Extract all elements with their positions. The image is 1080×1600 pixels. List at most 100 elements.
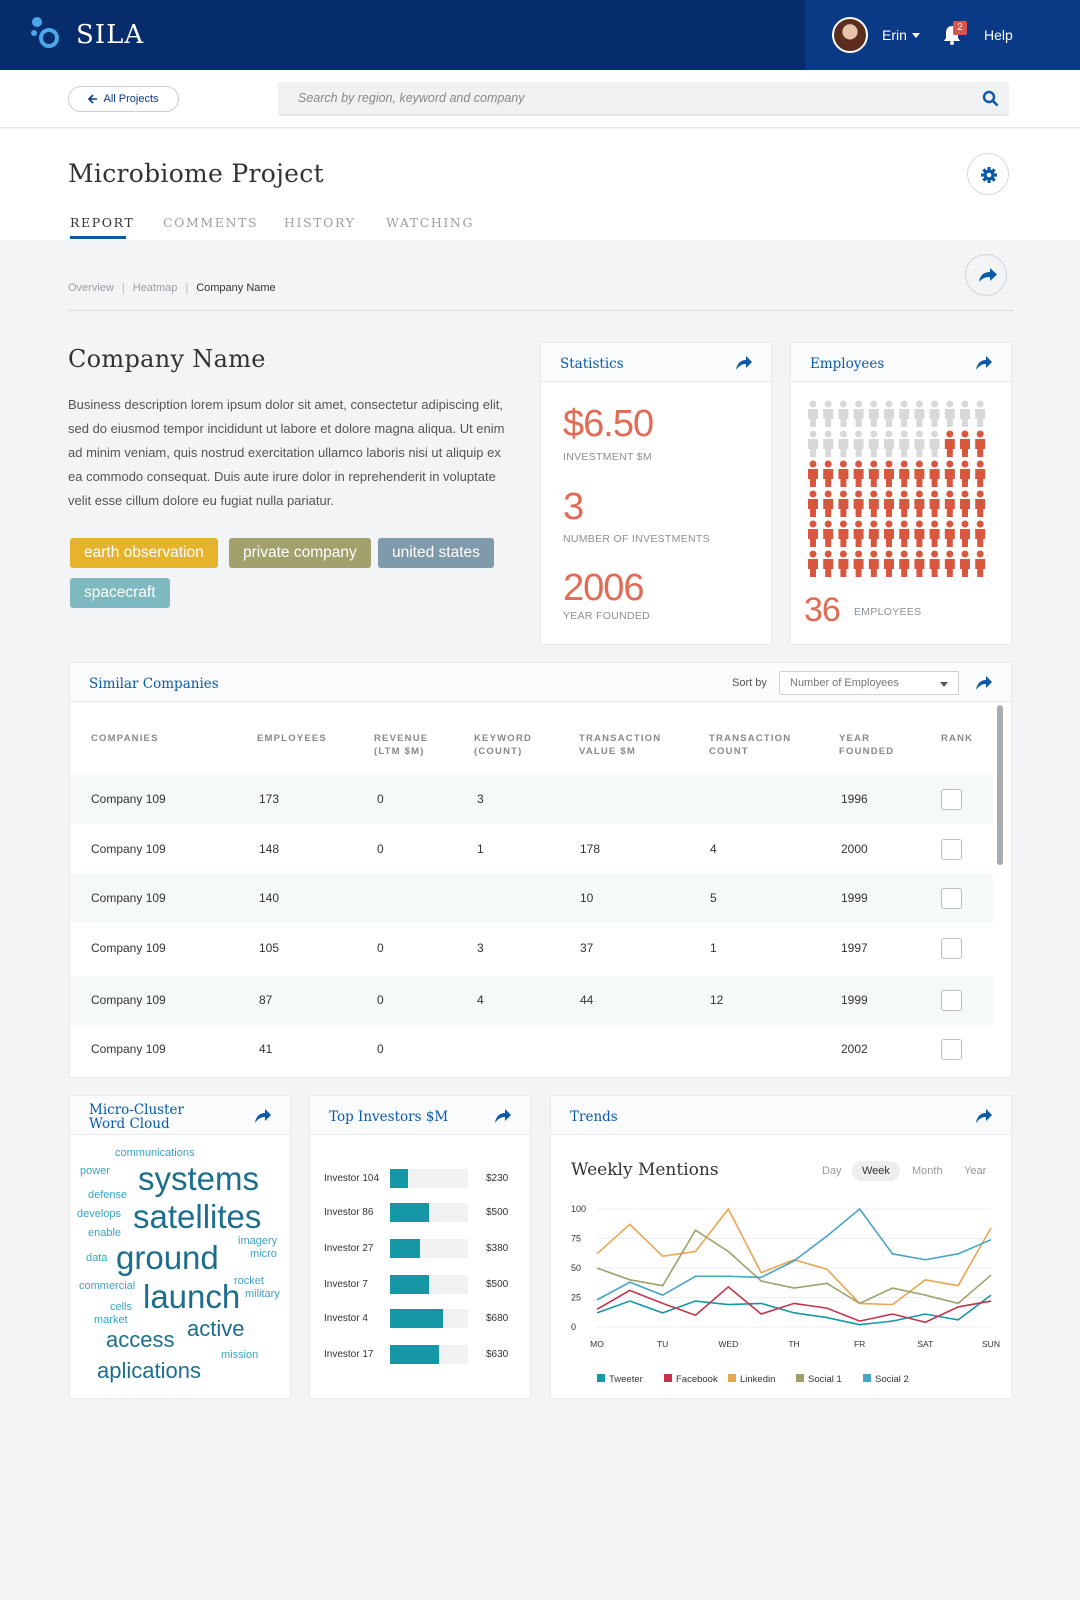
share-icon[interactable]	[494, 1108, 512, 1124]
col-keyword[interactable]: KEYWORD (COUNT)	[474, 733, 533, 757]
range-week[interactable]: Week	[852, 1161, 900, 1181]
rank-checkbox[interactable]	[941, 1039, 962, 1060]
series-line-linkedin[interactable]	[596, 1207, 992, 1306]
range-month[interactable]: Month	[912, 1165, 943, 1177]
sort-select[interactable]: Number of Employees	[779, 671, 959, 695]
company-link[interactable]: Company 109	[91, 842, 166, 856]
card-title: Employees	[810, 356, 885, 372]
table-scrollbar[interactable]	[997, 705, 1003, 865]
series-line-facebook[interactable]	[596, 1285, 992, 1324]
card-title: Trends	[570, 1109, 618, 1125]
word[interactable]: data	[86, 1252, 108, 1264]
table-row[interactable]: Company 109 140 10 5 1999	[70, 874, 993, 923]
all-projects-button[interactable]: All Projects	[68, 86, 179, 112]
word[interactable]: cells	[110, 1301, 133, 1313]
share-icon[interactable]	[975, 675, 993, 691]
rank-checkbox[interactable]	[941, 888, 962, 909]
app-name[interactable]: SILA	[76, 20, 145, 50]
col-year-founded[interactable]: YEAR FOUNDED	[839, 733, 895, 757]
person-icon	[808, 550, 818, 577]
word[interactable]: systems	[138, 1160, 260, 1197]
settings-button[interactable]	[967, 153, 1009, 195]
help-link[interactable]: Help	[984, 27, 1013, 43]
word[interactable]: enable	[88, 1227, 122, 1239]
sila-logo-icon[interactable]	[28, 14, 68, 54]
word[interactable]: military	[245, 1288, 280, 1300]
user-name[interactable]: Erin	[882, 27, 907, 43]
tag-private-company[interactable]: private company	[229, 538, 371, 568]
search-input[interactable]	[278, 82, 958, 114]
col-employees[interactable]: EMPLOYEES	[257, 733, 327, 744]
table-row[interactable]: Company 109 148 0 1 178 4 2000	[70, 825, 993, 874]
company-link[interactable]: Company 109	[91, 792, 166, 806]
word[interactable]: rocket	[234, 1275, 264, 1287]
investor-name: Investor 4	[324, 1313, 368, 1324]
tab-comments[interactable]: COMMENTS	[163, 215, 259, 230]
word[interactable]: satellites	[133, 1198, 262, 1235]
word[interactable]: mission	[221, 1349, 259, 1361]
table-row[interactable]: Company 109 41 0 2002	[70, 1025, 993, 1074]
col-transaction-value[interactable]: TRANSACTION VALUE $M	[579, 733, 662, 757]
table-cell: 4	[710, 842, 717, 856]
person-icon	[838, 400, 849, 427]
col-companies[interactable]: COMPANIES	[91, 733, 159, 744]
word[interactable]: micro	[250, 1248, 277, 1260]
word[interactable]: aplications	[97, 1358, 201, 1383]
share-icon[interactable]	[254, 1108, 272, 1124]
word[interactable]: commercial	[79, 1280, 136, 1292]
range-year[interactable]: Year	[964, 1165, 987, 1177]
series-line-social-2[interactable]	[596, 1207, 992, 1301]
word[interactable]: ground	[116, 1239, 219, 1276]
word[interactable]: launch	[143, 1278, 241, 1315]
tag-spacecraft[interactable]: spacecraft	[70, 578, 170, 608]
company-link[interactable]: Company 109	[91, 1042, 166, 1056]
tab-watching[interactable]: WATCHING	[386, 215, 475, 230]
share-icon[interactable]	[735, 355, 753, 371]
company-link[interactable]: Company 109	[91, 993, 166, 1007]
rank-checkbox[interactable]	[941, 990, 962, 1011]
chevron-down-icon[interactable]	[912, 33, 920, 38]
legend-label[interactable]: Linkedin	[740, 1374, 775, 1385]
share-icon[interactable]	[975, 355, 993, 371]
col-rank[interactable]: RANK	[941, 733, 974, 744]
legend-label[interactable]: Facebook	[676, 1374, 718, 1385]
series-line-social-1[interactable]	[596, 1229, 992, 1305]
legend-label[interactable]: Social 2	[875, 1374, 909, 1385]
table-row[interactable]: Company 109 87 0 4 44 12 1999	[70, 976, 993, 1025]
word[interactable]: defense	[88, 1189, 128, 1201]
share-icon[interactable]	[975, 1108, 993, 1124]
tag-earth-observation[interactable]: earth observation	[70, 538, 218, 568]
series-line-tweeter[interactable]	[596, 1294, 992, 1326]
rank-checkbox[interactable]	[941, 938, 962, 959]
legend-label[interactable]: Tweeter	[609, 1374, 643, 1385]
legend-label[interactable]: Social 1	[808, 1374, 842, 1385]
person-icon	[899, 460, 910, 487]
person-icon	[868, 460, 879, 487]
table-cell: 37	[580, 941, 594, 955]
word[interactable]: market	[94, 1314, 128, 1326]
company-link[interactable]: Company 109	[91, 891, 166, 905]
col-revenue[interactable]: REVENUE (LTM $M)	[374, 733, 429, 757]
word[interactable]: communications	[115, 1147, 195, 1159]
breadcrumb-overview[interactable]: Overview	[68, 282, 114, 294]
rank-checkbox[interactable]	[941, 839, 962, 860]
word[interactable]: develops	[77, 1208, 122, 1220]
range-day[interactable]: Day	[822, 1165, 842, 1177]
tab-report[interactable]: REPORT	[70, 215, 135, 230]
tag-united-states[interactable]: united states	[378, 538, 494, 568]
avatar[interactable]	[832, 17, 868, 53]
table-row[interactable]: Company 109 173 0 3 1996	[70, 775, 993, 824]
breadcrumb-heatmap[interactable]: Heatmap	[132, 282, 178, 294]
col-transaction-count[interactable]: TRANSACTION COUNT	[709, 733, 792, 757]
tab-history[interactable]: HISTORY	[284, 215, 356, 230]
share-icon	[979, 268, 997, 282]
word[interactable]: access	[106, 1327, 175, 1352]
word[interactable]: imagery	[238, 1235, 278, 1247]
word[interactable]: power	[80, 1165, 110, 1177]
company-link[interactable]: Company 109	[91, 941, 166, 955]
word[interactable]: active	[187, 1316, 245, 1341]
rank-checkbox[interactable]	[941, 789, 962, 810]
table-row[interactable]: Company 109 105 0 3 37 1 1997	[70, 924, 993, 973]
search-icon[interactable]	[982, 90, 999, 107]
share-button[interactable]	[965, 254, 1007, 296]
